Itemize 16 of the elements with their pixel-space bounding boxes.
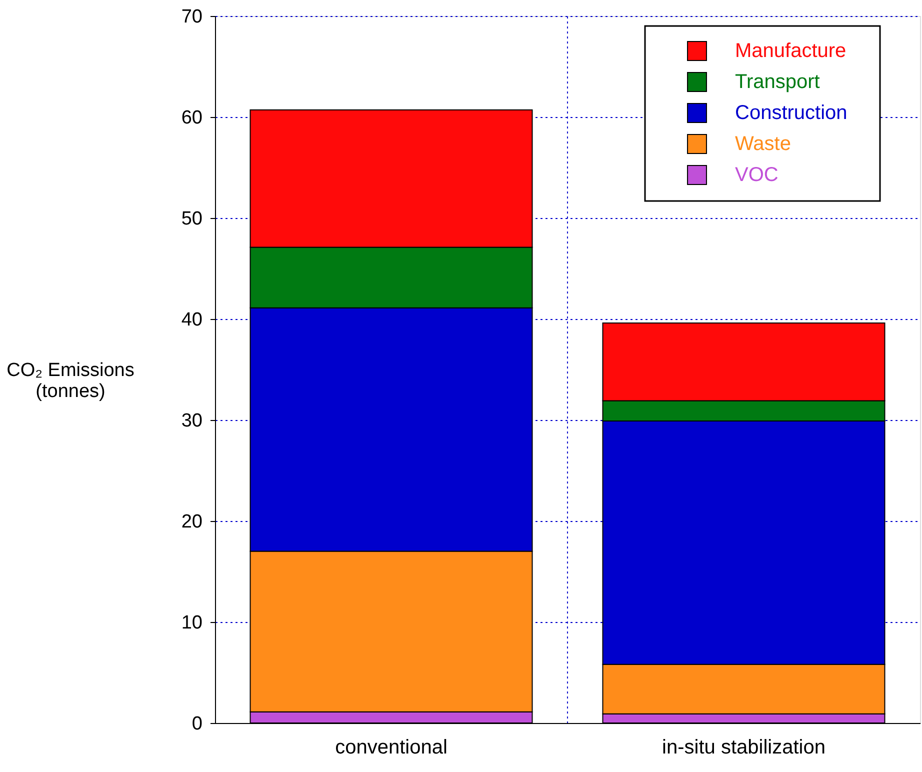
legend-label: Manufacture [735, 40, 846, 62]
legend-label: Waste [735, 133, 791, 155]
legend-label: VOC [735, 164, 778, 186]
y-tick-label: 30 [181, 410, 202, 432]
y-tick-label: 10 [181, 612, 202, 634]
y-tick-label: 50 [181, 208, 202, 230]
y-tick-label: 0 [192, 714, 202, 734]
legend-label: Transport [735, 71, 820, 93]
x-tick-label: conventional [335, 736, 448, 758]
legend-label: Construction [735, 102, 848, 124]
x-tick-label: in-situ stabilization [662, 736, 826, 758]
y-axis-title: CO₂ Emissions (tonnes) [6, 360, 134, 402]
y-tick-label: 60 [181, 108, 202, 128]
y-tick-label: 70 [181, 6, 202, 28]
y-tick-label: 40 [181, 310, 202, 330]
y-tick-label: 20 [181, 512, 202, 532]
